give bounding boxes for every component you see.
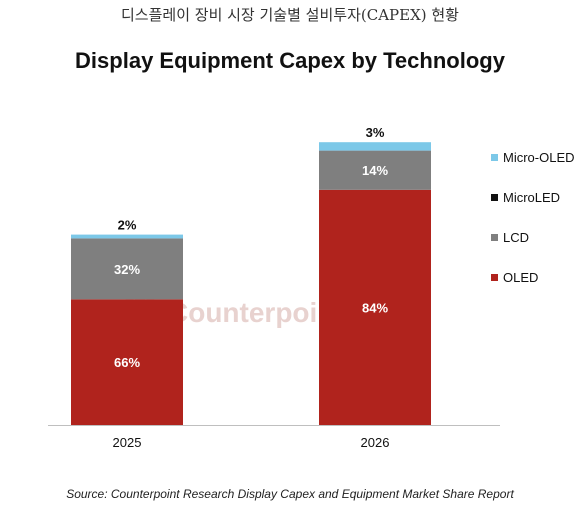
watermark-text: Counterpoint: [168, 297, 344, 328]
bar-segment-oled-2026: [319, 189, 431, 425]
legend-swatch-microled: [491, 194, 498, 201]
chart-title: Display Equipment Capex by Technology: [75, 48, 505, 73]
bars-layer: 66% 32% 2% 84% 14% 3%: [71, 125, 431, 425]
bar-segment-micro-oled-2025: [71, 234, 183, 239]
header-title: 디스플레이 장비 시장 기술별 설비투자(CAPEX) 현황: [121, 6, 459, 24]
source-note: Source: Counterpoint Research Display Ca…: [66, 487, 514, 501]
legend-label-oled: OLED: [503, 270, 538, 285]
bar-segment-lcd-2025: [71, 238, 183, 300]
legend: Micro-OLED MicroLED LCD OLED: [491, 150, 575, 285]
legend-label-lcd: LCD: [503, 230, 529, 245]
bar-segment-lcd-2026: [319, 150, 431, 190]
data-label-micro-oled-2025: 2%: [118, 218, 137, 233]
bar-segment-oled-2025: [71, 299, 183, 425]
x-tick-labels: 2025 2026: [113, 435, 390, 450]
data-label-lcd-2025: 32%: [114, 262, 140, 277]
legend-swatch-oled: [491, 274, 498, 281]
data-label-oled-2025: 66%: [114, 355, 140, 370]
x-tick-label-2025: 2025: [113, 435, 142, 450]
legend-swatch-micro-oled: [491, 154, 498, 161]
legend-label-micro-oled: Micro-OLED: [503, 150, 575, 165]
data-label-micro-oled-2026: 3%: [366, 125, 385, 140]
data-label-lcd-2026: 14%: [362, 163, 388, 178]
legend-swatch-lcd: [491, 234, 498, 241]
bar-segment-micro-oled-2026: [319, 142, 431, 151]
legend-label-microled: MicroLED: [503, 190, 560, 205]
x-tick-label-2026: 2026: [361, 435, 390, 450]
data-label-oled-2026: 84%: [362, 300, 388, 315]
